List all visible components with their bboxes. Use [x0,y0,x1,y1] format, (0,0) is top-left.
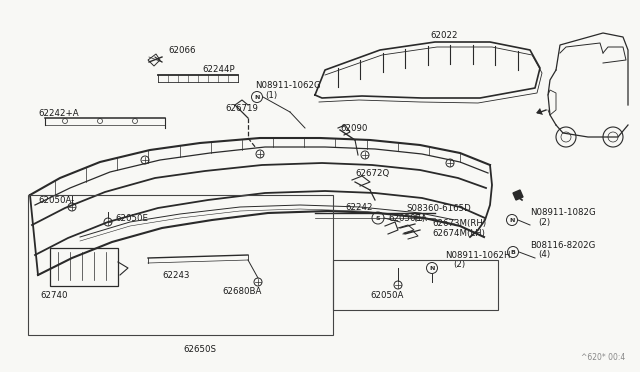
Text: 62673M(RH): 62673M(RH) [432,218,486,228]
Text: 626719: 626719 [225,103,258,112]
Text: N: N [509,218,515,222]
Text: 62242: 62242 [345,202,372,212]
Text: 62244P: 62244P [202,64,235,74]
Text: 62650S: 62650S [184,346,216,355]
Text: 62672Q: 62672Q [355,169,389,177]
Text: 62090: 62090 [340,124,367,132]
Polygon shape [513,190,523,200]
Text: 62050A-: 62050A- [38,196,74,205]
Bar [50,248,118,286]
Text: N08911-1062H: N08911-1062H [445,250,511,260]
Text: 62242+A: 62242+A [38,109,79,118]
Text: 62243: 62243 [162,270,189,279]
Text: N: N [429,266,435,270]
Text: (1): (1) [265,90,277,99]
Text: 62680BA: 62680BA [222,288,261,296]
Text: ^620* 00:4: ^620* 00:4 [580,353,625,362]
Text: 62050A: 62050A [370,291,403,299]
Text: N08911-1062G: N08911-1062G [255,80,321,90]
Text: 62022: 62022 [430,31,458,39]
Text: B: B [511,250,515,254]
Text: (1): (1) [413,214,425,222]
Text: N: N [254,94,260,99]
Text: 62050EA: 62050EA [388,214,427,222]
Text: 62066: 62066 [168,45,195,55]
Text: 62674M(LH): 62674M(LH) [432,228,485,237]
Text: N08911-1082G: N08911-1082G [530,208,596,217]
Polygon shape [536,108,543,115]
Text: S: S [376,215,380,221]
Text: S08360-6165D: S08360-6165D [406,203,471,212]
Text: (2): (2) [538,218,550,227]
Text: 62740: 62740 [40,291,67,299]
Text: B08116-8202G: B08116-8202G [530,241,595,250]
Bar [333,260,498,310]
Bar [28,195,333,335]
Text: (2): (2) [453,260,465,269]
Text: 62050E: 62050E [115,214,148,222]
Text: (4): (4) [538,250,550,260]
